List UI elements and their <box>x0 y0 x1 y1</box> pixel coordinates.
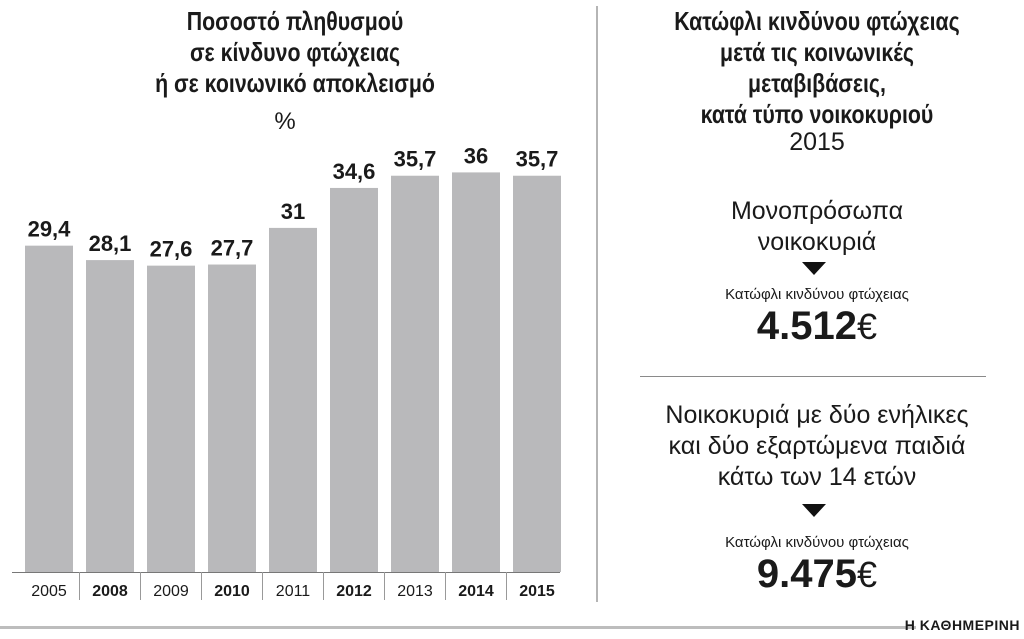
vertical-divider <box>596 6 598 602</box>
arrow-down-icon <box>802 262 826 275</box>
bar-2008 <box>86 260 134 572</box>
data-label: 36 <box>464 143 488 168</box>
x-tick-label: 2015 <box>519 583 555 600</box>
chart-title-line-1: Ποσοστό πληθυσμού <box>186 6 404 36</box>
data-label: 27,6 <box>150 237 193 262</box>
x-tick-label: 2011 <box>276 583 311 600</box>
bar-2009 <box>147 265 195 572</box>
single-household-currency: € <box>857 306 878 347</box>
single-household-label-line-1: Μονοπρόσωπα <box>730 197 904 225</box>
single-household-threshold-value: 4.512€ <box>610 304 1024 349</box>
arrow-down-icon <box>802 504 826 517</box>
x-tick-label: 2005 <box>31 583 67 600</box>
threshold-year: 2015 <box>789 128 845 156</box>
family-household-threshold-value: 9.475€ <box>610 552 1024 597</box>
x-tick-label: 2012 <box>336 583 372 600</box>
data-label: 31 <box>281 199 305 224</box>
family-household-currency: € <box>857 554 878 595</box>
x-tick-label: 2010 <box>214 583 250 600</box>
data-label: 29,4 <box>28 217 72 242</box>
single-household-threshold-label: Κατώφλι κινδύνου φτώχειας <box>725 286 909 303</box>
family-household-threshold-label: Κατώφλι κινδύνου φτώχειας <box>725 534 909 551</box>
bar-2011 <box>269 227 317 572</box>
x-tick-label: 2008 <box>92 583 128 600</box>
bar-2013 <box>391 175 439 573</box>
threshold-title-line-2: μετά τις κοινωνικές <box>720 37 914 67</box>
data-label: 34,6 <box>333 159 376 184</box>
chart-title-line-2: σε κίνδυνο φτώχειας <box>189 37 401 67</box>
threshold-title-line-3: μεταβιβάσεις, <box>748 68 886 98</box>
bar-2005 <box>25 245 73 572</box>
x-tick-label: 2009 <box>153 583 189 600</box>
bar-2014 <box>452 172 500 572</box>
chart-title: Ποσοστό πληθυσμού σε κίνδυνο φτώχειας ή … <box>53 6 537 99</box>
family-household-label-line-1: Νοικοκυριά με δύο ενήλικες <box>665 401 969 429</box>
single-household-label-line-2: νοικοκυριά <box>757 228 877 256</box>
chart-title-line-3: ή σε κοινωνικό αποκλεισμό <box>155 68 435 98</box>
single-household-amount: 4.512 <box>756 304 858 348</box>
family-household-label-line-2: και δύο εξαρτώμενα παιδιά <box>668 432 966 460</box>
bar-2012 <box>330 187 378 572</box>
family-household-label: Νοικοκυριά με δύο ενήλικες και δύο εξαρτ… <box>610 400 1024 493</box>
single-household-label: Μονοπρόσωπα νοικοκυριά <box>610 196 1024 258</box>
threshold-title: Κατώφλι κινδύνου φτώχειας μετά τις κοινω… <box>647 6 986 130</box>
brand-logo: Η ΚΑΘΗΜΕΡΙΝΗ <box>904 617 1020 633</box>
data-label: 35,7 <box>394 147 437 172</box>
bar-chart: 29,4 2005 28,1 2008 27,6 2009 27,7 2010 31 2011 34… <box>12 143 561 600</box>
family-household-amount: 9.475 <box>756 552 858 596</box>
threshold-title-line-1: Κατώφλι κινδύνου φτώχειας <box>674 6 960 36</box>
data-label: 35,7 <box>516 147 559 172</box>
bar-2010 <box>208 264 256 572</box>
x-tick-label: 2014 <box>458 583 494 600</box>
bar-2015 <box>513 175 561 573</box>
bottom-rule <box>0 626 916 629</box>
horizontal-divider <box>640 376 986 377</box>
data-label: 28,1 <box>89 231 132 256</box>
x-tick-label: 2013 <box>397 583 433 600</box>
chart-unit: % <box>274 108 296 135</box>
data-label: 27,7 <box>211 236 254 261</box>
family-household-label-line-3: κάτω των 14 ετών <box>717 463 917 491</box>
threshold-title-line-4: κατά τύπο νοικοκυριού <box>700 99 934 129</box>
